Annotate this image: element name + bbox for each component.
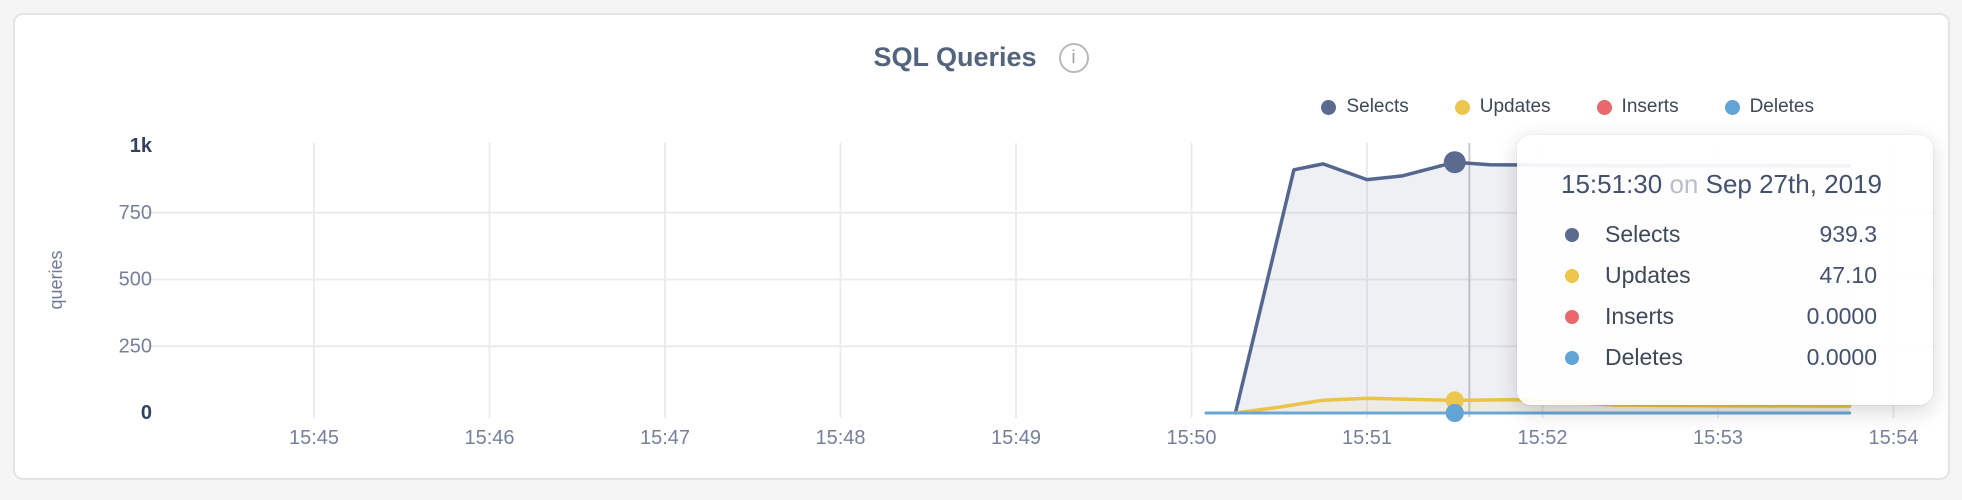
tooltip-series-value: 939.3 [1819, 221, 1877, 247]
tooltip-series-dot-icon [1565, 268, 1579, 283]
x-tick-label: 15:48 [815, 427, 865, 449]
legend-item-inserts[interactable]: Inserts [1596, 96, 1679, 118]
x-tick-label: 15:49 [991, 427, 1041, 449]
x-tick-label: 15:51 [1342, 427, 1392, 449]
legend-item-selects[interactable]: Selects [1321, 96, 1409, 118]
hover-tooltip: 15:51:30 on Sep 27th, 2019 Selects 939.3 U… [1517, 135, 1933, 405]
hover-marker-updates[interactable] [1445, 391, 1464, 410]
x-tick-label: 15:54 [1868, 427, 1918, 449]
hover-marker-selects[interactable] [1443, 151, 1466, 174]
tooltip-series-dot-icon [1565, 309, 1579, 324]
x-tick-label: 15:46 [464, 427, 514, 449]
x-tick-label: 15:52 [1517, 427, 1567, 449]
info-icon[interactable]: i [1058, 42, 1089, 73]
tooltip-row-deletes: Deletes 0.0000 [1561, 337, 1877, 378]
y-tick-label: 1k [130, 135, 153, 157]
tooltip-on-word: on [1669, 169, 1699, 199]
chart-header: SQL Queries i [0, 42, 1962, 73]
legend-item-label: Deletes [1749, 96, 1814, 117]
tooltip-series-name: Updates [1605, 262, 1691, 288]
legend-dot-icon [1596, 99, 1612, 115]
legend-dot-icon [1724, 99, 1740, 115]
x-tick-label: 15:47 [640, 427, 690, 449]
legend-item-label: Selects [1346, 96, 1409, 117]
tooltip-series-value: 47.10 [1819, 262, 1877, 288]
tooltip-series-name: Inserts [1605, 303, 1675, 329]
page-title: SQL Queries [873, 42, 1037, 72]
y-tick-label: 250 [119, 335, 152, 357]
legend-item-label: Inserts [1621, 96, 1679, 117]
x-tick-label: 15:45 [289, 427, 339, 449]
legend-dot-icon [1321, 99, 1337, 115]
y-tick-label: 0 [141, 402, 152, 424]
tooltip-series-name: Selects [1605, 221, 1681, 247]
y-tick-label: 750 [119, 202, 152, 224]
x-tick-label: 15:50 [1166, 427, 1216, 449]
legend-item-updates[interactable]: Updates [1454, 96, 1551, 118]
series-line-updates [1233, 396, 1852, 415]
x-tick-label: 15:53 [1693, 427, 1743, 449]
hover-marker-deletes[interactable] [1445, 404, 1464, 422]
tooltip-series-dot-icon [1565, 227, 1579, 242]
tooltip-header: 15:51:30 on Sep 27th, 2019 [1561, 169, 1882, 200]
tooltip-time: 15:51:30 [1561, 169, 1663, 199]
tooltip-series-name: Deletes [1605, 344, 1683, 370]
y-axis-title: queries [46, 250, 66, 309]
chart-legend: Selects Updates Inserts Deletes [1321, 96, 1814, 118]
tooltip-date: Sep 27th, 2019 [1705, 169, 1882, 199]
tooltip-row-updates: Updates 47.10 [1561, 255, 1877, 296]
legend-dot-icon [1454, 99, 1470, 115]
legend-item-deletes[interactable]: Deletes [1724, 96, 1814, 118]
tooltip-series-dot-icon [1565, 350, 1579, 365]
y-tick-label: 500 [119, 269, 152, 291]
legend-item-label: Updates [1479, 96, 1551, 117]
series-area-updates [1235, 398, 1850, 413]
tooltip-row-selects: Selects 939.3 [1561, 214, 1877, 255]
tooltip-row-inserts: Inserts 0.0000 [1561, 296, 1877, 337]
tooltip-rows: Selects 939.3 Updates 47.10 Inserts 0.0000 Del… [1561, 214, 1877, 378]
tooltip-series-value: 0.0000 [1806, 303, 1877, 329]
tooltip-series-value: 0.0000 [1806, 344, 1877, 370]
